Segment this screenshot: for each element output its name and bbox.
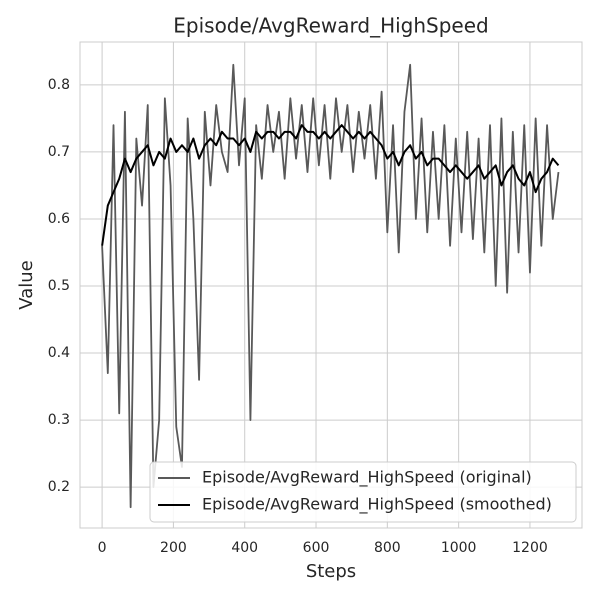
y-tick-label: 0.5 bbox=[48, 278, 70, 294]
y-tick-label: 0.7 bbox=[48, 144, 70, 160]
x-tick-label: 600 bbox=[303, 540, 330, 556]
y-tick-label: 0.8 bbox=[48, 77, 70, 93]
x-tick-label: 200 bbox=[160, 540, 187, 556]
series-line bbox=[101, 124, 560, 246]
legend-label: Episode/AvgReward_HighSpeed (smoothed) bbox=[202, 495, 552, 515]
y-tick-label: 0.3 bbox=[48, 412, 70, 428]
x-tick-label: 1000 bbox=[441, 540, 477, 556]
y-tick-label: 0.4 bbox=[48, 345, 70, 361]
x-tick-label: 1200 bbox=[512, 540, 548, 556]
x-axis-label: Steps bbox=[306, 561, 356, 582]
y-tick-label: 0.6 bbox=[48, 211, 70, 227]
x-tick-label: 0 bbox=[98, 540, 107, 556]
legend-box bbox=[149, 461, 577, 523]
x-tick-label: 800 bbox=[374, 540, 401, 556]
y-tick-label: 0.2 bbox=[48, 479, 70, 495]
y-axis-label: Value bbox=[16, 260, 37, 309]
series-line bbox=[101, 63, 560, 509]
chart-title: Episode/AvgReward_HighSpeed bbox=[173, 14, 488, 38]
legend-label: Episode/AvgReward_HighSpeed (original) bbox=[202, 468, 532, 488]
x-tick-label: 400 bbox=[231, 540, 258, 556]
legend: Episode/AvgReward_HighSpeed (original) Ep… bbox=[149, 461, 577, 523]
